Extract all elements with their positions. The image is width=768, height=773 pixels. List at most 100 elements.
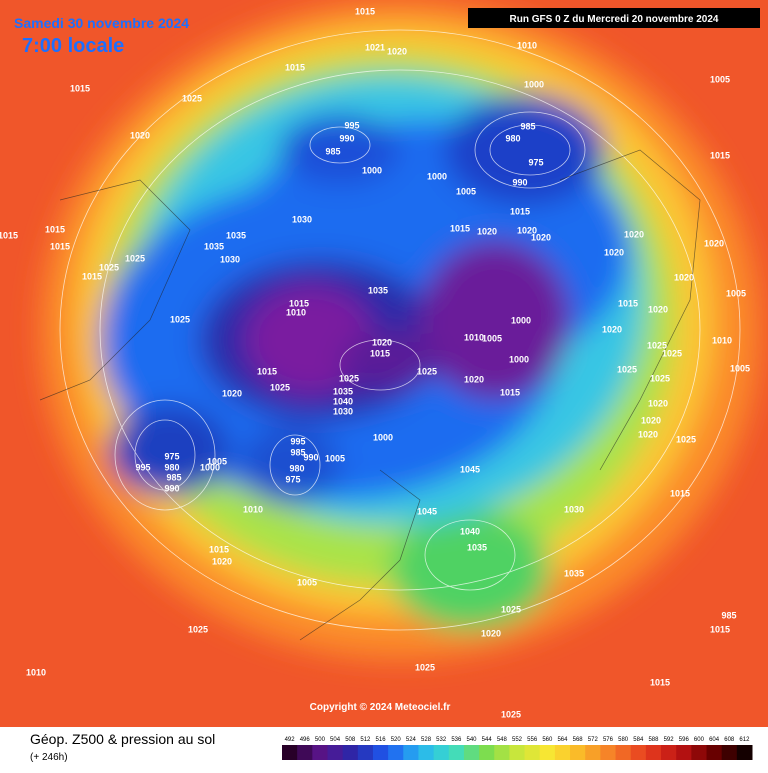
isobar-label: 1000 — [200, 462, 220, 472]
isobar-label: 1005 — [456, 186, 476, 196]
isobar-label: 1015 — [257, 366, 277, 376]
isobar-label: 1020 — [222, 388, 242, 398]
colorbar-label: 496 — [300, 737, 311, 743]
colorbar-swatch — [327, 745, 344, 760]
colorbar-swatch — [282, 745, 298, 760]
isobar-label: 1020 — [531, 232, 551, 242]
colorbar-swatch — [524, 745, 541, 760]
isobar-label: 1020 — [481, 628, 501, 638]
isobar-label: 1025 — [125, 253, 145, 263]
isobar-label: 1015 — [500, 387, 520, 397]
isobar-label: 1025 — [270, 382, 290, 392]
isobar-label: 1015 — [70, 83, 90, 93]
isobar-label: 1025 — [339, 373, 359, 383]
isobar-label: 1005 — [325, 453, 345, 463]
isobar-label: 1005 — [726, 288, 746, 298]
isobar-label: 1015 — [710, 624, 730, 634]
colorbar-swatch — [570, 745, 586, 760]
isobar-label: 1010 — [712, 335, 732, 345]
colorbar-label: 508 — [345, 737, 356, 743]
isobar-label: 1020 — [648, 398, 668, 408]
isobar-label: 1025 — [662, 348, 682, 358]
isobar-label: 1035 — [333, 386, 353, 396]
isobar-label: 1000 — [362, 165, 382, 175]
isobar-label: 1020 — [602, 324, 622, 334]
colorbar: 492 496 500 504 508 512 516 520 524 528 532 536 540 5… — [282, 737, 753, 760]
isobar-label: 1035 — [564, 568, 584, 578]
isobar-label: 1020 — [638, 429, 658, 439]
isobar-label: 980 — [289, 463, 304, 473]
colorbar-swatch — [706, 745, 723, 760]
isobar-label: 1025 — [170, 314, 190, 324]
isobar-label: 1020 — [674, 272, 694, 282]
isobar-label: 1020 — [648, 304, 668, 314]
isobar-label: 1015 — [618, 298, 638, 308]
colorbar-swatch — [554, 745, 571, 760]
isobar-label: 1025 — [417, 366, 437, 376]
colorbar-swatch — [494, 745, 510, 760]
isobar-label: 1025 — [415, 662, 435, 672]
colorbar-swatch — [418, 745, 435, 760]
isobar-label: 975 — [528, 157, 543, 167]
isobar-label: 1025 — [650, 373, 670, 383]
isobar-label: 1010 — [464, 332, 484, 342]
isobar-label: 985 — [520, 121, 535, 131]
colorbar-label: 520 — [391, 737, 402, 743]
colorbar-swatch — [600, 745, 617, 760]
isobar-label: 1005 — [482, 333, 502, 343]
isobar-label: 985 — [721, 610, 736, 620]
isobar-label: 1025 — [647, 340, 667, 350]
isobar-label: 1010 — [517, 40, 537, 50]
isobar-label: 1020 — [464, 374, 484, 384]
isobar-label: 1025 — [182, 93, 202, 103]
colorbar-swatch — [539, 745, 556, 760]
isobar-label: 1015 — [450, 223, 470, 233]
isobar-label: 1025 — [188, 624, 208, 634]
isobar-label: 1020 — [130, 130, 150, 140]
isobar-label: 1020 — [641, 415, 661, 425]
colorbar-label: 492 — [285, 737, 296, 743]
isobar-label: 1000 — [373, 432, 393, 442]
colorbar-swatch — [676, 745, 692, 760]
colorbar-swatch — [357, 745, 374, 760]
colorbar-label: 592 — [664, 737, 675, 743]
isobar-label: 1010 — [243, 504, 263, 514]
colorbar-swatch — [691, 745, 708, 760]
colorbar-label: 560 — [542, 737, 553, 743]
isobar-label: 1035 — [467, 542, 487, 552]
isobar-label: 1015 — [355, 6, 375, 16]
footer-title: Géop. Z500 & pression au sol — [30, 731, 215, 747]
isobar-label: 1005 — [297, 577, 317, 587]
isobar-label: 1005 — [207, 456, 227, 466]
isobar-label: 1015 — [285, 62, 305, 72]
colorbar-label: 552 — [512, 737, 523, 743]
isobar-label: 1015 — [0, 230, 18, 240]
local-time: 7:00 locale — [22, 35, 124, 57]
isobar-label: 980 — [164, 462, 179, 472]
colorbar-label: 612 — [739, 737, 750, 743]
colorbar-label: 512 — [360, 737, 371, 743]
isobar-label: 1030 — [292, 214, 312, 224]
colorbar-label: 504 — [330, 737, 341, 743]
colorbar-swatch — [433, 745, 450, 760]
geopotential-field — [0, 0, 768, 727]
isobar-label: 1015 — [289, 298, 309, 308]
colorbar-label: 544 — [482, 737, 493, 743]
isobar-label: 1035 — [204, 241, 224, 251]
isobar-label: 1020 — [604, 247, 624, 257]
copyright: Copyright © 2024 Meteociel.fr — [310, 702, 451, 713]
colorbar-swatch — [403, 745, 419, 760]
colorbar-swatch — [463, 745, 480, 760]
isobar-label: 985 — [166, 472, 181, 482]
colorbar-label: 548 — [497, 737, 508, 743]
isobar-label: 980 — [505, 133, 520, 143]
colorbar-swatch — [388, 745, 404, 760]
isobar-label: 990 — [303, 452, 318, 462]
colorbar-label: 532 — [436, 737, 447, 743]
run-info: Run GFS 0 Z du Mercredi 20 novembre 2024 — [510, 14, 719, 25]
colorbar-swatch — [645, 745, 662, 760]
isobar-label: 1030 — [333, 406, 353, 416]
isobar-label: 1015 — [50, 241, 70, 251]
isobar-label: 1025 — [501, 604, 521, 614]
